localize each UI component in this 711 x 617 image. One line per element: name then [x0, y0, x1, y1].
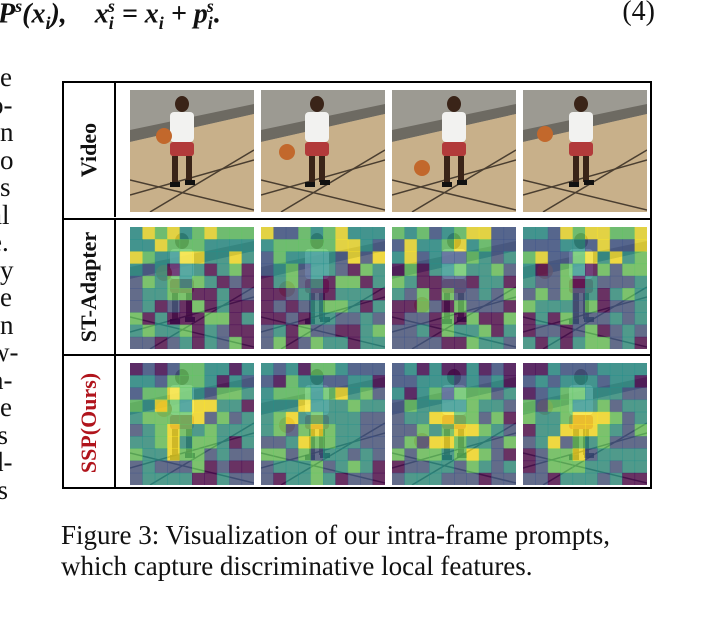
figure-3: Video ST-Adapter SSP(Ours) [62, 81, 652, 489]
video-frame [261, 90, 385, 212]
text-fragment: ts [0, 474, 9, 504]
equation: Ps(xi), xis = xi + pis. (4) [0, 0, 711, 36]
text-fragment: w- [0, 337, 19, 367]
equation-formula: Ps(xi), xis = xi + pis. [0, 0, 221, 33]
video-frame [130, 90, 254, 212]
video-frame [130, 363, 254, 485]
text-fragment: n [0, 309, 14, 340]
text-fragment: o- [0, 89, 13, 120]
text-fragment: e [0, 64, 12, 92]
text-fragment: e [0, 282, 12, 312]
video-frame [392, 90, 516, 212]
video-frame [261, 363, 385, 485]
text-fragment: ts [0, 419, 9, 450]
video-frame [261, 227, 385, 349]
video-frame [392, 227, 516, 349]
row-label-st-adapter: ST-Adapter [76, 231, 101, 343]
row-label-ssp-ours: SSP(Ours) [76, 372, 101, 473]
text-fragment: o [0, 144, 14, 175]
text-fragment: n- [0, 364, 13, 395]
text-fragment: n [0, 117, 14, 147]
figure-row-ssp-ours: SSP(Ours) [64, 354, 650, 489]
text-fragment: d- [0, 447, 13, 477]
text-fragment: e [0, 392, 12, 422]
text-fragment: s [0, 172, 11, 202]
row-label-video: Video [76, 122, 101, 178]
text-fragment: y [0, 254, 14, 285]
video-frame [392, 363, 516, 485]
text-fragment: al [0, 199, 10, 230]
figure-row-st-adapter: ST-Adapter [64, 218, 650, 354]
figure-caption: Figure 3: Visualization of our intra-fra… [61, 520, 611, 581]
video-frame [523, 363, 647, 485]
equation-number: (4) [622, 0, 655, 27]
figure-row-video: Video [64, 83, 650, 217]
video-frame [523, 90, 647, 212]
video-frame [523, 227, 647, 349]
left-column-fragment: eo-nosale.yenw-n-etsd-ts [0, 64, 22, 504]
text-fragment: e. [0, 227, 9, 257]
video-frame [130, 227, 254, 349]
